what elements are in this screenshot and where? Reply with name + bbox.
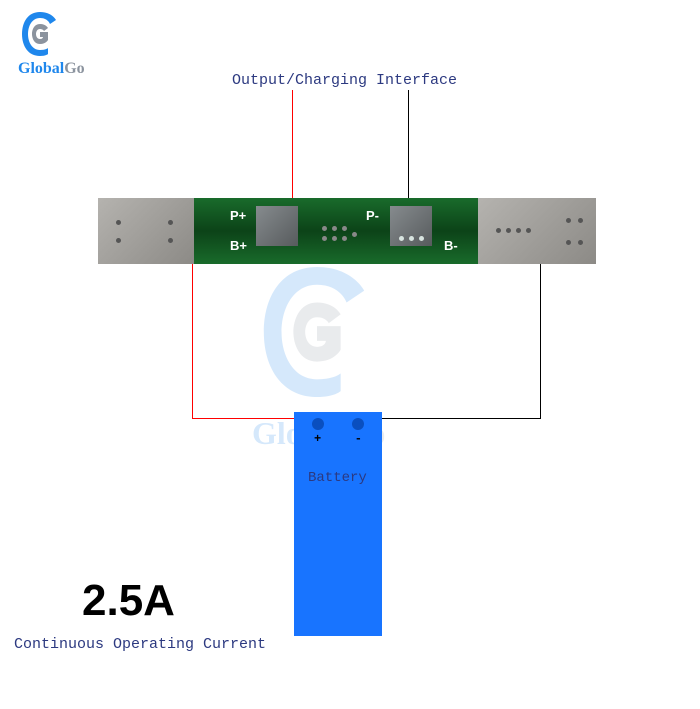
logo-icon: [18, 10, 62, 60]
wire-black-bottom-v: [540, 262, 541, 418]
board-pad-left: [98, 198, 194, 264]
ic-pad-left: [256, 206, 298, 246]
battery-plus-sign: +: [314, 432, 321, 446]
current-value: 2.5A: [82, 576, 175, 626]
board-pcb-center: P+ B+ P- B-: [194, 198, 478, 264]
wire-black-bottom-h: [358, 418, 541, 419]
silk-b-minus: B-: [444, 238, 458, 253]
silk-p-minus: P-: [366, 208, 379, 223]
output-interface-label: Output/Charging Interface: [232, 72, 457, 89]
wire-red-top: [292, 90, 293, 198]
current-label: Continuous Operating Current: [14, 636, 266, 653]
bms-board: P+ B+ P- B-: [98, 198, 596, 264]
logo-text: GlobalGo: [18, 60, 85, 78]
battery-label: Battery: [308, 470, 367, 486]
silk-b-plus: B+: [230, 238, 247, 253]
wire-black-top: [408, 90, 409, 198]
battery-terminal-plus: [312, 418, 324, 430]
brand-logo: GlobalGo: [18, 10, 85, 78]
battery-block: + - Battery: [294, 412, 382, 636]
board-pad-right: [478, 198, 596, 264]
silk-p-plus: P+: [230, 208, 246, 223]
battery-terminal-minus: [352, 418, 364, 430]
battery-minus-sign: -: [355, 432, 362, 446]
wire-red-bottom-v: [192, 262, 193, 418]
